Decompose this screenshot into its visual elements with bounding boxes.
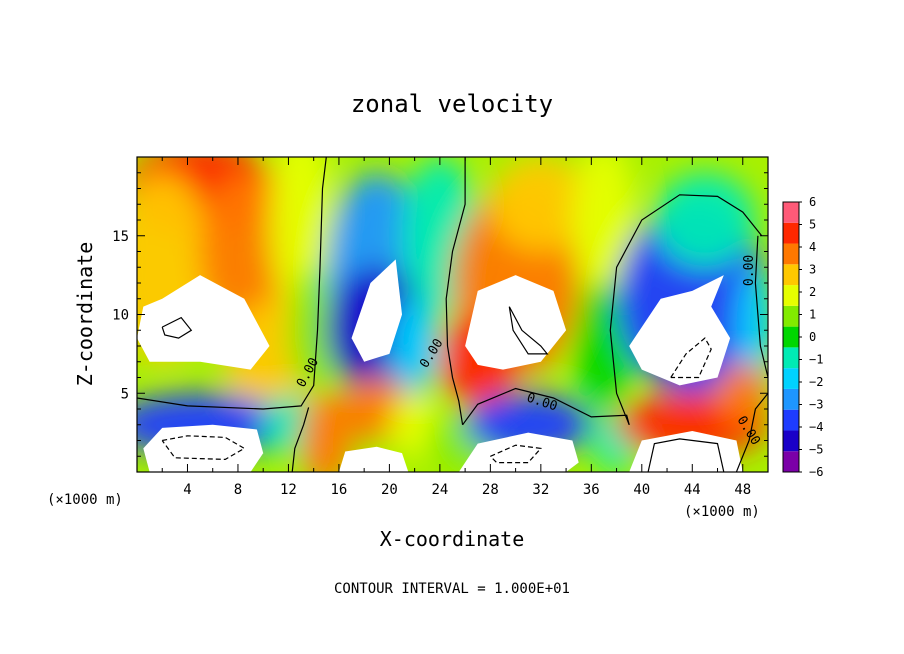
colorbar-label: 0	[809, 330, 816, 344]
x-tick-label: 40	[633, 482, 650, 498]
colorbar-swatch	[783, 222, 799, 244]
saturated-core	[351, 259, 403, 362]
colorbar-swatch	[783, 451, 799, 472]
colorbar-swatch	[783, 243, 799, 265]
field-region	[572, 157, 636, 299]
y-tick-label: 15	[112, 229, 129, 245]
colorbar-swatch	[783, 264, 799, 286]
colorbar-label: −6	[809, 465, 823, 479]
contour-line-zero	[609, 194, 763, 426]
contour-interval-note: CONTOUR INTERVAL = 1.000E+01	[334, 581, 570, 597]
colorbar-swatch	[783, 409, 799, 431]
x-tick-label: 44	[684, 482, 701, 498]
contour-line-zero	[161, 316, 193, 339]
colorbar-label: −2	[809, 375, 823, 389]
field-region	[301, 393, 352, 472]
field-region	[654, 172, 756, 268]
colorbar-label: 1	[809, 308, 816, 322]
x-axis-label: X-coordinate	[380, 527, 525, 551]
saturated-core	[629, 275, 731, 386]
x-axis-unit: (×1000 m)	[684, 504, 760, 520]
contour-line-zero	[445, 157, 466, 425]
x-axis-ticks: 4 8 12 16 20 24 28 32 36 40 44 48	[161, 157, 751, 498]
contour-line-zero	[735, 392, 768, 472]
x-tick-label: 28	[482, 482, 499, 498]
contour-line-zero	[462, 387, 630, 426]
field-region	[736, 267, 768, 394]
colorbar-label: 2	[809, 285, 816, 299]
chart-title: zonal velocity	[351, 90, 553, 118]
saturated-core	[629, 431, 743, 472]
colorbar-label: 5	[809, 218, 816, 232]
contour-line-zero	[291, 407, 310, 472]
x-tick-label: 48	[734, 482, 751, 498]
x-tick-label: 36	[583, 482, 600, 498]
y-tick-label: 10	[112, 308, 129, 324]
contour-line-negative	[161, 435, 246, 461]
field-region	[288, 267, 339, 394]
y-axis-unit: (×1000 m)	[47, 492, 123, 508]
contour-line-zero	[508, 306, 549, 355]
x-tick-label: 32	[532, 482, 549, 498]
x-tick-label: 8	[234, 482, 242, 498]
plot-area: 0.000.000.000.000.00	[136, 156, 769, 473]
x-tick-label: 4	[183, 482, 191, 498]
saturated-core	[338, 446, 409, 472]
contour-line-negative	[489, 444, 543, 464]
saturated-core	[143, 424, 264, 472]
colorbar-label: −4	[809, 420, 823, 434]
colorbar-label: 4	[809, 240, 816, 254]
field-region	[490, 157, 592, 252]
x-tick-label: 16	[330, 482, 347, 498]
colorbar-swatch	[783, 388, 799, 410]
saturated-core	[458, 432, 579, 472]
y-tick-label: 5	[121, 386, 129, 402]
colorbar-swatch	[783, 305, 799, 327]
colorbar-swatch	[783, 326, 799, 348]
colorbar-swatch	[783, 285, 799, 306]
colorbar: −6 −5 −4 −3 −2 −1 0 1 2 3 4 5 6	[782, 195, 823, 479]
contour-line-zero	[137, 157, 327, 410]
saturated-core	[137, 275, 270, 370]
x-tick-label: 24	[431, 482, 448, 498]
colorbar-label: −1	[809, 353, 823, 367]
contour-line-negative	[670, 337, 712, 379]
colorbar-swatch	[783, 347, 799, 369]
field-region	[389, 298, 440, 394]
colorbar-label: 6	[809, 195, 816, 209]
x-tick-label: 20	[381, 482, 398, 498]
y-axis-label: Z-coordinate	[73, 242, 97, 387]
colorbar-label: 3	[809, 263, 816, 277]
colorbar-swatch	[783, 202, 799, 223]
colorbar-label: −5	[809, 443, 823, 457]
colorbar-label: −3	[809, 398, 823, 412]
colorbar-swatch	[783, 430, 799, 452]
x-tick-label: 12	[280, 482, 297, 498]
contour-label: 0.00	[742, 255, 757, 286]
contour-line-zero	[647, 438, 725, 472]
y-axis-ticks: 5 10 15	[112, 172, 768, 457]
colorbar-swatch	[783, 368, 799, 389]
